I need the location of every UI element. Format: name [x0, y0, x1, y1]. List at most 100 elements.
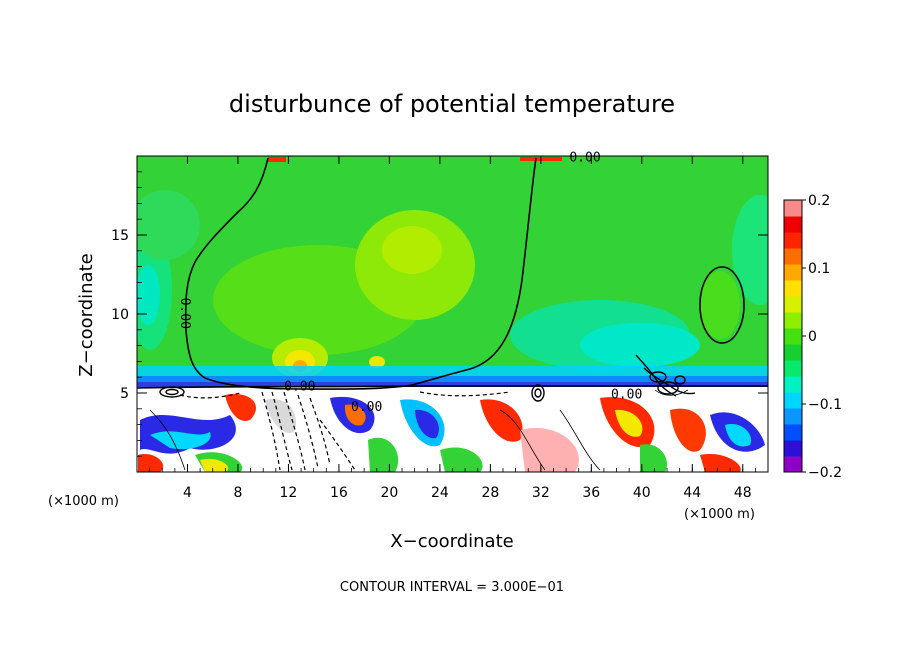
colorbar-label: −0.1 [808, 397, 842, 413]
contour-label: 0.00 [351, 400, 382, 415]
chart-title: disturbunce of potential temperature [229, 90, 675, 118]
x-tick-label: 8 [233, 485, 242, 501]
field-blob [137, 190, 200, 260]
dashed-contour [309, 397, 331, 466]
cluster-contour [657, 381, 679, 395]
cluster-contour [635, 354, 677, 397]
y-tick-label: 10 [111, 307, 129, 323]
eddy [480, 399, 523, 442]
colorbar-swatch [784, 376, 802, 393]
upper-field [137, 157, 768, 387]
dashed-contour [283, 391, 306, 471]
eddy [150, 431, 211, 450]
eddy [225, 394, 256, 421]
dashed-contour [419, 391, 511, 397]
dashed-contour [179, 392, 241, 399]
colorbar: 0.2 0.1 0 −0.1 −0.2 [783, 193, 842, 481]
dashed-contours [179, 391, 511, 471]
colorbar-swatch [784, 200, 802, 217]
x-tick-label: 48 [734, 485, 752, 501]
contour-label: 0.00 [177, 298, 192, 329]
colorbar-label: 0.1 [808, 261, 830, 277]
cluster-contour [159, 386, 185, 398]
dashed-contour [271, 391, 293, 471]
field-blob [137, 265, 160, 325]
x-unit-left: (×1000 m) [48, 494, 119, 509]
colorbar-label: −0.2 [808, 465, 842, 481]
solid-contour [559, 409, 601, 471]
x-tick-label: 36 [582, 485, 600, 501]
colorbar-swatch [784, 328, 802, 345]
field-band [137, 376, 768, 384]
contour-interval-note: CONTOUR INTERVAL = 3.000E−01 [340, 580, 564, 595]
y-axis: 5 10 15 [111, 171, 768, 457]
eddy [700, 453, 741, 472]
cluster-contour [643, 367, 696, 395]
colorbar-swatch [784, 360, 802, 377]
eddy [725, 424, 752, 447]
cluster-contour [649, 371, 667, 383]
cluster-contour [165, 388, 179, 396]
colorbar-swatch [784, 344, 802, 361]
cluster-contour [531, 384, 545, 402]
x-tick-label: 24 [431, 485, 449, 501]
eddy [615, 409, 643, 437]
x-tick-label: 32 [532, 485, 550, 501]
zero-contour [137, 385, 768, 389]
zero-contour [699, 266, 745, 344]
y-tick-label: 15 [111, 228, 129, 244]
colorbar-swatch [784, 216, 802, 233]
contour-clusters [159, 354, 696, 402]
colorbar-swatch [784, 408, 802, 425]
dashed-contour [297, 394, 319, 469]
solid-contour [654, 389, 689, 396]
eddy [368, 437, 399, 472]
dashed-contour [319, 419, 356, 471]
field-blob [382, 226, 442, 274]
eddy [344, 404, 366, 426]
contour-labels: 0.00 0.00 0.00 0.00 0.00 [177, 151, 642, 416]
field-blob [369, 356, 385, 368]
field-band [137, 366, 768, 376]
eddy [640, 444, 668, 472]
colorbar-swatch [784, 248, 802, 265]
top-band [268, 157, 286, 162]
solid-contour [149, 409, 186, 471]
contour-label: 0.00 [284, 380, 315, 395]
colorbar-swatch [784, 456, 802, 473]
colorbar-label: 0 [808, 329, 817, 345]
y-tick-label: 5 [120, 386, 129, 402]
contour-label: 0.00 [569, 151, 600, 166]
colorbar-swatch [784, 264, 802, 281]
x-tick-label: 28 [481, 485, 499, 501]
y-axis-label: Z−coordinate [76, 253, 97, 376]
x-axis: 4 8 12 16 20 24 28 32 36 40 44 48 [149, 156, 756, 501]
field-blob [732, 195, 768, 305]
eddy [200, 458, 229, 472]
x-tick-label: 40 [633, 485, 651, 501]
eddy [440, 447, 483, 472]
eddy [520, 428, 579, 472]
cluster-contour [674, 375, 686, 385]
x-tick-label: 16 [330, 485, 348, 501]
x-tick-label: 20 [380, 485, 398, 501]
field-blob [580, 323, 700, 367]
colorbar-swatch [784, 424, 802, 441]
dashed-contour [261, 391, 281, 471]
plot-area [137, 156, 768, 472]
x-axis-label: X−coordinate [390, 531, 513, 552]
zero-contour [184, 157, 537, 390]
field-band [137, 382, 768, 387]
lower-turbulent-layer [137, 387, 768, 472]
eddy [138, 453, 164, 472]
cluster-contour [534, 388, 542, 398]
x-tick-label: 4 [183, 485, 192, 501]
contour-label: 0.00 [611, 388, 642, 403]
zero-contours [137, 157, 768, 390]
colorbar-swatch [784, 280, 802, 297]
eddy [670, 408, 706, 452]
eddy [415, 409, 439, 439]
x-tick-label: 44 [683, 485, 701, 501]
x-tick-label: 12 [280, 485, 298, 501]
